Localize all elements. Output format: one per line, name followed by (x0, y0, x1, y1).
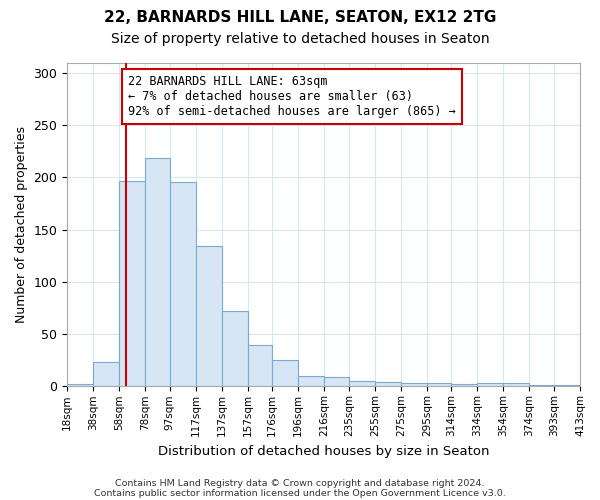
Text: Size of property relative to detached houses in Seaton: Size of property relative to detached ho… (110, 32, 490, 46)
Bar (349, 381, 375, 386)
Bar (401, 384, 427, 386)
Bar (93, 362, 119, 386)
Text: 22, BARNARDS HILL LANE, SEATON, EX12 2TG: 22, BARNARDS HILL LANE, SEATON, EX12 2TG (104, 10, 496, 25)
Bar (324, 377, 349, 386)
Bar (478, 384, 503, 386)
Text: 22 BARNARDS HILL LANE: 63sqm
← 7% of detached houses are smaller (63)
92% of sem: 22 BARNARDS HILL LANE: 63sqm ← 7% of det… (128, 75, 456, 118)
Bar (119, 180, 145, 386)
Bar (503, 384, 529, 386)
Bar (248, 344, 272, 387)
Text: Contains public sector information licensed under the Open Government Licence v3: Contains public sector information licen… (94, 488, 506, 498)
Bar (427, 384, 451, 386)
Bar (272, 360, 298, 386)
Bar (375, 382, 401, 386)
Y-axis label: Number of detached properties: Number of detached properties (15, 126, 28, 323)
Bar (451, 384, 478, 386)
Text: Contains HM Land Registry data © Crown copyright and database right 2024.: Contains HM Land Registry data © Crown c… (115, 478, 485, 488)
Bar (170, 182, 196, 386)
Bar (145, 158, 170, 386)
Bar (67, 384, 93, 386)
Bar (298, 376, 324, 386)
Bar (196, 246, 221, 386)
X-axis label: Distribution of detached houses by size in Seaton: Distribution of detached houses by size … (158, 444, 490, 458)
Bar (221, 311, 248, 386)
